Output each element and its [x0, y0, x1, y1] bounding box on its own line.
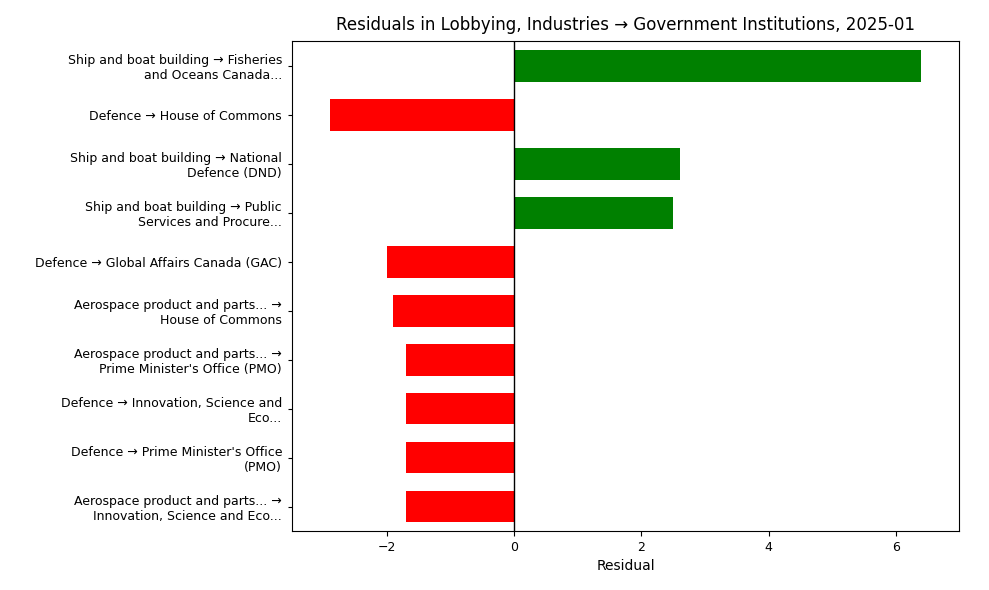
Bar: [406, 344, 514, 375]
Bar: [330, 99, 514, 130]
Bar: [406, 393, 514, 424]
Title: Residuals in Lobbying, Industries → Government Institutions, 2025-01: Residuals in Lobbying, Industries → Gove…: [336, 16, 915, 34]
Bar: [387, 246, 514, 277]
Bar: [514, 148, 679, 179]
X-axis label: Residual: Residual: [596, 559, 655, 573]
Bar: [514, 197, 674, 228]
Bar: [394, 295, 514, 326]
Bar: [406, 442, 514, 473]
Bar: [406, 491, 514, 522]
Bar: [514, 50, 921, 81]
